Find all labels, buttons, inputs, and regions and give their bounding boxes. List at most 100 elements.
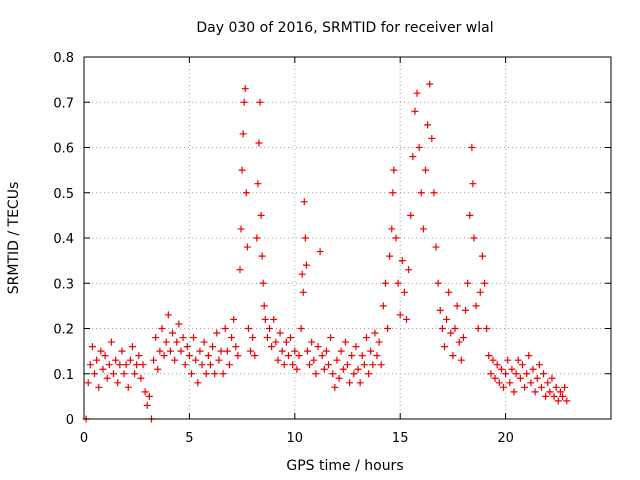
- data-point: [280, 361, 288, 369]
- data-point: [327, 334, 335, 342]
- data-point: [497, 365, 505, 373]
- data-point: [287, 334, 295, 342]
- data-point: [215, 356, 223, 364]
- data-point: [181, 361, 189, 369]
- data-point: [258, 252, 266, 260]
- data-point: [506, 379, 514, 387]
- axis-ticks: [83, 56, 611, 420]
- data-point: [84, 379, 92, 387]
- data-point: [241, 85, 249, 93]
- data-point: [362, 334, 370, 342]
- data-point: [443, 315, 451, 323]
- data-point: [462, 306, 470, 314]
- data-point: [185, 352, 193, 360]
- data-point: [289, 361, 297, 369]
- data-point: [221, 325, 229, 332]
- data-point: [365, 370, 373, 378]
- data-point: [409, 153, 417, 161]
- data-point: [131, 370, 139, 378]
- y-tick-label: 0: [66, 413, 74, 428]
- data-point: [270, 315, 278, 323]
- data-point: [219, 370, 227, 378]
- data-point: [239, 130, 247, 138]
- data-point: [164, 311, 172, 319]
- data-point: [232, 343, 240, 351]
- y-tick-label: 0.7: [53, 96, 74, 111]
- data-point: [260, 302, 268, 310]
- data-point: [508, 365, 516, 373]
- x-tick-label: 10: [287, 431, 304, 446]
- data-point: [314, 343, 322, 351]
- data-point: [561, 383, 569, 391]
- data-point: [354, 365, 362, 373]
- data-point: [198, 361, 206, 369]
- data-point: [256, 98, 264, 106]
- data-point: [150, 356, 158, 364]
- data-point: [282, 338, 290, 346]
- data-point: [114, 379, 122, 387]
- data-point: [518, 361, 526, 369]
- data-point: [535, 361, 543, 369]
- data-point: [451, 325, 459, 332]
- data-point: [251, 352, 259, 360]
- data-point: [253, 234, 261, 242]
- data-point: [254, 180, 262, 188]
- data-point: [302, 261, 310, 269]
- data-point: [394, 279, 402, 287]
- x-tick-label: 15: [392, 431, 409, 446]
- data-point: [413, 89, 421, 97]
- data-point: [457, 356, 465, 364]
- data-point: [481, 279, 489, 287]
- x-tick-label: 20: [497, 431, 514, 446]
- data-point: [373, 352, 381, 360]
- data-point: [126, 356, 134, 364]
- data-point: [91, 370, 99, 378]
- data-point: [124, 383, 132, 391]
- data-point: [375, 338, 383, 346]
- data-point: [371, 329, 379, 337]
- data-point: [112, 356, 120, 364]
- data-point: [331, 383, 339, 391]
- data-point: [411, 107, 419, 115]
- data-point: [504, 356, 512, 364]
- data-point: [171, 356, 179, 364]
- data-point: [237, 225, 245, 233]
- data-point: [358, 352, 366, 360]
- data-point: [550, 392, 558, 400]
- y-tick-label: 0.8: [53, 51, 74, 66]
- data-point: [392, 234, 400, 242]
- data-point: [99, 365, 107, 373]
- data-point: [527, 379, 535, 387]
- data-point: [352, 343, 360, 351]
- data-point: [249, 334, 257, 342]
- data-point: [405, 266, 413, 274]
- data-point: [533, 374, 541, 382]
- data-point: [436, 306, 444, 314]
- data-point: [310, 356, 318, 364]
- data-point: [390, 166, 398, 174]
- data-point: [200, 338, 208, 346]
- data-point: [483, 325, 491, 332]
- data-point: [204, 352, 212, 360]
- data-point: [512, 370, 520, 378]
- data-point: [110, 370, 118, 378]
- data-point: [440, 343, 448, 351]
- data-point: [384, 325, 392, 332]
- data-point: [133, 361, 141, 369]
- data-point: [464, 279, 472, 287]
- data-point: [162, 338, 170, 346]
- data-point: [179, 334, 187, 342]
- data-point: [344, 361, 351, 369]
- data-point: [502, 370, 510, 378]
- data-point: [298, 270, 306, 278]
- data-point: [426, 80, 434, 88]
- data-point: [202, 370, 210, 378]
- data-point: [563, 397, 571, 405]
- data-point: [261, 315, 269, 323]
- data-point: [154, 365, 162, 373]
- data-point: [312, 370, 320, 378]
- data-point: [301, 234, 309, 242]
- data-point: [445, 288, 453, 296]
- data-point: [478, 252, 486, 260]
- data-point: [107, 338, 115, 346]
